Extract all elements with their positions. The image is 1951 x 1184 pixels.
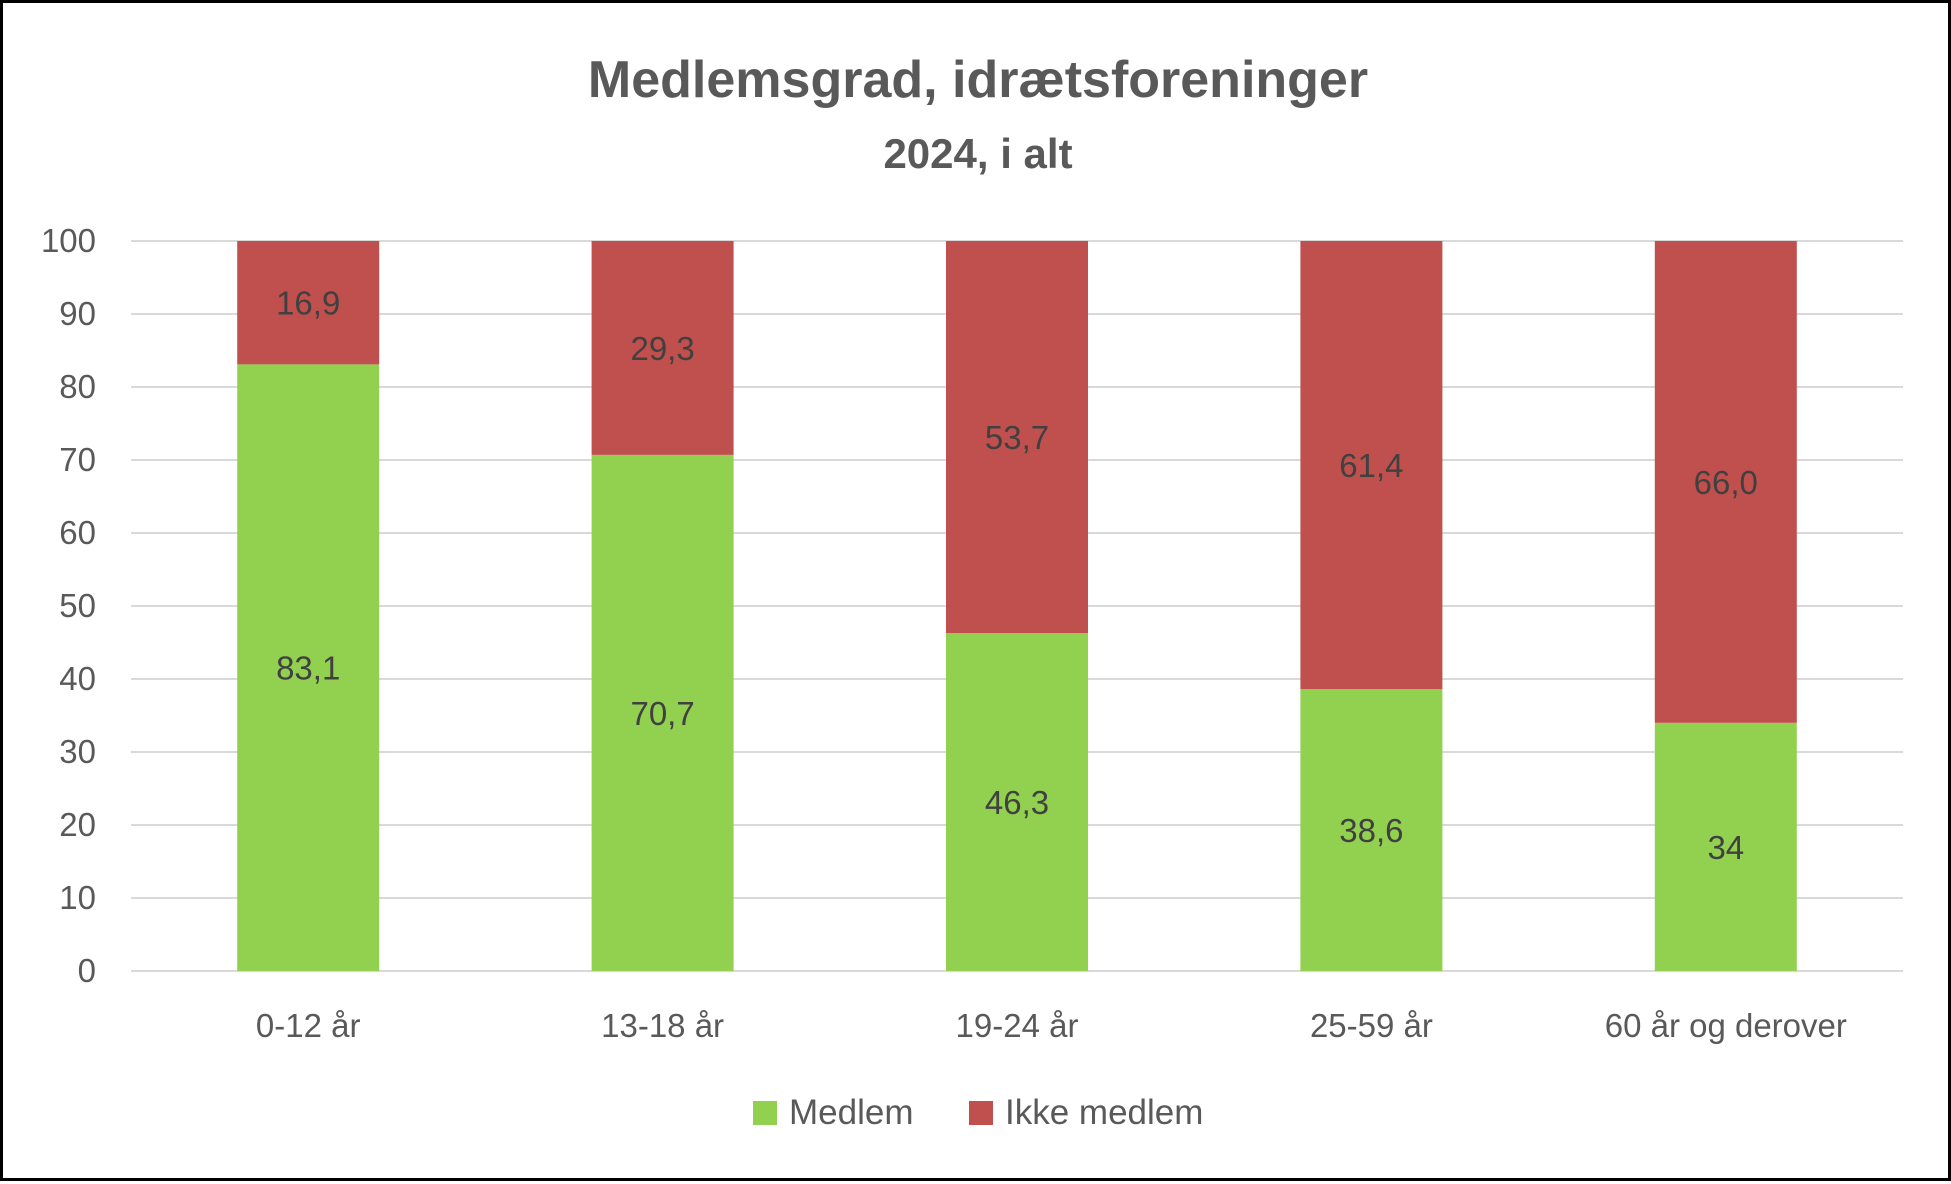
bar-ikke-medlem-0 [237, 241, 380, 365]
legend-label-medlem: Medlem [789, 1093, 913, 1132]
bar-ikke-medlem-4 [1654, 241, 1797, 723]
data-label-medlem-1: 70,7 [630, 695, 694, 732]
legend-swatch-ikke-medlem [969, 1101, 993, 1125]
legend-label-ikke-medlem: Ikke medlem [1005, 1093, 1203, 1132]
legend-swatch-medlem [753, 1101, 777, 1125]
bar-ikke-medlem-2 [946, 241, 1088, 634]
y-tick-label-0: 0 [78, 952, 96, 989]
bar-medlem-0 [237, 364, 380, 971]
data-label-medlem-0: 83,1 [276, 650, 340, 687]
x-tick-label-4: 60 år og derover [1605, 1007, 1847, 1044]
x-tick-label-3: 25-59 år [1310, 1007, 1433, 1044]
chart-svg: Medlemsgrad, idrætsforeninger 2024, i al… [41, 51, 1903, 1132]
bar-medlem-3 [1300, 689, 1443, 971]
x-tick-label-2: 19-24 år [956, 1007, 1079, 1044]
y-tick-label-30: 30 [59, 733, 96, 770]
y-tick-label-50: 50 [59, 587, 96, 624]
y-tick-label-70: 70 [59, 441, 96, 478]
x-tick-label-1: 13-18 år [601, 1007, 724, 1044]
y-tick-label-80: 80 [59, 368, 96, 405]
y-tick-label-60: 60 [59, 514, 96, 551]
bar-ikke-medlem-3 [1300, 241, 1443, 690]
data-label-ikke-medlem-0: 16,9 [276, 285, 340, 322]
y-tick-label-20: 20 [59, 806, 96, 843]
y-tick-label-10: 10 [59, 879, 96, 916]
chart-subtitle: 2024, i alt [883, 130, 1072, 177]
data-label-ikke-medlem-4: 66,0 [1694, 464, 1758, 501]
data-label-ikke-medlem-3: 61,4 [1339, 447, 1403, 484]
data-label-medlem-3: 38,6 [1339, 812, 1403, 849]
x-tick-label-0: 0-12 år [256, 1007, 361, 1044]
legend: Medlem Ikke medlem [753, 1093, 1203, 1132]
data-label-medlem-2: 46,3 [985, 784, 1049, 821]
y-tick-label-40: 40 [59, 660, 96, 697]
bar-medlem-4 [1654, 722, 1797, 971]
y-tick-label-90: 90 [59, 295, 96, 332]
bar-ikke-medlem-1 [591, 241, 734, 455]
data-label-ikke-medlem-2: 53,7 [985, 419, 1049, 456]
bars [237, 241, 1797, 971]
y-axis-ticks: 0 10 20 30 40 50 60 70 80 90 100 [41, 222, 96, 989]
bar-medlem-1 [591, 454, 734, 971]
data-label-ikke-medlem-1: 29,3 [630, 330, 694, 367]
x-axis-ticks: 0-12 år 13-18 år 19-24 år 25-59 år 60 år og … [256, 1007, 1847, 1044]
y-tick-label-100: 100 [41, 222, 96, 259]
data-label-medlem-4: 34 [1707, 829, 1744, 866]
data-labels: 83,1 16,9 70,7 29,3 46,3 53,7 38,6 61,4 34 66,0 [276, 285, 1758, 866]
chart-title: Medlemsgrad, idrætsforeninger [588, 51, 1368, 109]
bar-medlem-2 [946, 633, 1088, 971]
